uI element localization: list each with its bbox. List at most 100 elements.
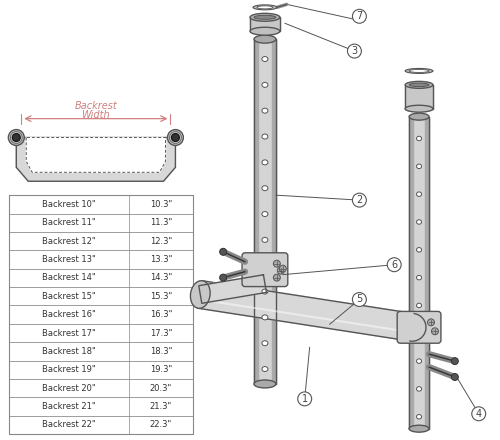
Polygon shape: [425, 117, 429, 429]
Ellipse shape: [416, 414, 422, 419]
Text: 3: 3: [352, 46, 358, 56]
Text: 20.3": 20.3": [150, 384, 172, 392]
Ellipse shape: [262, 186, 268, 191]
Text: 6: 6: [391, 260, 398, 270]
Circle shape: [8, 129, 24, 146]
Text: Backrest 10": Backrest 10": [42, 200, 96, 209]
Ellipse shape: [416, 164, 422, 169]
Text: Backrest 12": Backrest 12": [42, 237, 96, 246]
Ellipse shape: [409, 425, 429, 432]
Polygon shape: [410, 314, 426, 341]
Text: Backrest 13": Backrest 13": [42, 255, 96, 264]
Bar: [10, 232, 194, 250]
Polygon shape: [198, 281, 414, 341]
Bar: [10, 250, 194, 269]
Circle shape: [298, 392, 312, 406]
Ellipse shape: [262, 238, 268, 242]
Polygon shape: [409, 117, 429, 429]
Bar: [409, 117, 429, 429]
Text: 13.3": 13.3": [150, 255, 172, 264]
Circle shape: [220, 248, 226, 255]
Text: 10.3": 10.3": [150, 200, 172, 209]
FancyBboxPatch shape: [397, 312, 441, 343]
Ellipse shape: [262, 212, 268, 216]
Bar: [10, 287, 194, 305]
Ellipse shape: [253, 5, 277, 10]
Ellipse shape: [250, 27, 280, 35]
Bar: [10, 195, 194, 434]
Ellipse shape: [254, 380, 276, 388]
Ellipse shape: [405, 105, 433, 112]
Circle shape: [352, 293, 366, 306]
Text: Backrest 17": Backrest 17": [42, 329, 96, 337]
Text: Backrest 18": Backrest 18": [42, 347, 96, 356]
Text: 16.3": 16.3": [150, 310, 172, 319]
Ellipse shape: [262, 341, 268, 346]
Text: Backrest 21": Backrest 21": [42, 402, 96, 411]
Polygon shape: [26, 138, 166, 172]
Bar: [250, 17, 280, 31]
Text: 22.3": 22.3": [150, 421, 172, 429]
Ellipse shape: [257, 6, 273, 9]
Ellipse shape: [416, 275, 422, 280]
FancyBboxPatch shape: [242, 253, 288, 286]
Polygon shape: [405, 85, 433, 109]
Polygon shape: [254, 39, 258, 384]
Text: Backrest 14": Backrest 14": [42, 273, 96, 282]
Ellipse shape: [405, 69, 433, 73]
Ellipse shape: [409, 70, 429, 73]
Text: 17.3": 17.3": [150, 329, 172, 337]
Text: 14.3": 14.3": [150, 273, 172, 282]
Ellipse shape: [262, 134, 268, 139]
Bar: [10, 324, 194, 342]
Polygon shape: [16, 138, 175, 181]
Text: 12.3": 12.3": [150, 237, 172, 246]
Ellipse shape: [416, 359, 422, 363]
Ellipse shape: [416, 248, 422, 252]
Circle shape: [432, 328, 438, 335]
Ellipse shape: [262, 108, 268, 113]
Text: Backrest 22": Backrest 22": [42, 421, 96, 429]
Circle shape: [348, 44, 362, 58]
Ellipse shape: [416, 192, 422, 196]
Bar: [405, 85, 433, 109]
Text: Backrest 16": Backrest 16": [42, 310, 96, 319]
Ellipse shape: [254, 15, 276, 19]
Text: 11.3": 11.3": [150, 218, 172, 227]
Text: 18.3": 18.3": [150, 347, 172, 356]
Circle shape: [172, 134, 179, 142]
Ellipse shape: [262, 160, 268, 165]
Polygon shape: [254, 39, 276, 384]
Circle shape: [168, 129, 184, 146]
Ellipse shape: [405, 81, 433, 88]
Text: Backrest 15": Backrest 15": [42, 292, 96, 301]
Ellipse shape: [416, 220, 422, 224]
Bar: [10, 305, 194, 324]
Bar: [10, 213, 194, 232]
Bar: [10, 361, 194, 379]
Ellipse shape: [262, 56, 268, 62]
Ellipse shape: [254, 35, 276, 43]
Circle shape: [274, 274, 280, 281]
Circle shape: [428, 319, 434, 326]
Ellipse shape: [250, 13, 280, 21]
Ellipse shape: [409, 113, 429, 120]
Polygon shape: [199, 275, 266, 303]
Circle shape: [452, 374, 458, 381]
Text: 21.3": 21.3": [150, 402, 172, 411]
Ellipse shape: [262, 263, 268, 268]
Circle shape: [12, 134, 20, 142]
Circle shape: [280, 265, 286, 272]
Polygon shape: [272, 39, 276, 384]
Ellipse shape: [262, 367, 268, 371]
Text: 19.3": 19.3": [150, 365, 172, 374]
Text: Backrest: Backrest: [74, 101, 117, 111]
Bar: [10, 416, 194, 434]
Ellipse shape: [416, 136, 422, 141]
Ellipse shape: [409, 83, 429, 87]
Circle shape: [278, 267, 284, 274]
Circle shape: [452, 358, 458, 365]
Text: Backrest 20": Backrest 20": [42, 384, 96, 392]
Ellipse shape: [262, 315, 268, 320]
Bar: [254, 39, 276, 384]
